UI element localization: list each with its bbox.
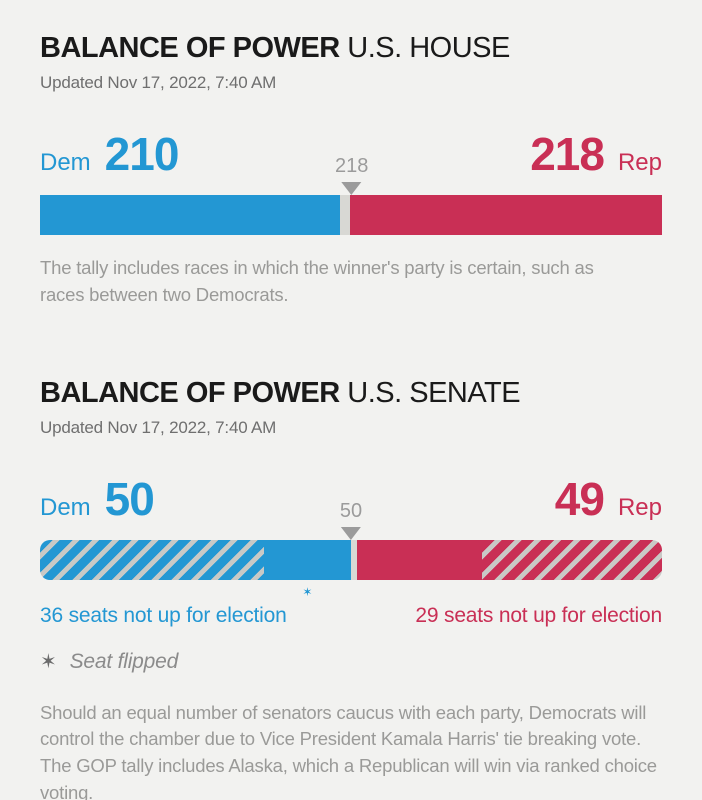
house-title-bold: BALANCE OF POWER [40,32,340,64]
senate-undecided-bar-segment [350,539,358,580]
senate-dem-not-up-segment [40,539,264,580]
house-section: BALANCE OF POWER U.S. HOUSE Updated Nov … [40,32,662,309]
senate-rep-not-up-segment [481,539,662,580]
senate-title-bold: BALANCE OF POWER [40,376,340,409]
senate-updated-timestamp: Updated Nov 17, 2022, 7:40 AM [40,417,277,437]
senate-dem-score: Dem 50 [40,472,155,525]
majority-triangle-icon [341,526,361,540]
house-updated-timestamp: Updated Nov 17, 2022, 7:40 AM [40,73,277,92]
senate-dem-seat-count: 50 [104,472,155,525]
house-bar-zone: Dem 210 218 Rep 218 [40,123,662,235]
senate-section: BALANCE OF POWER U.S. SENATE Updated Nov… [40,377,662,800]
house-majority-value: 218 [335,155,369,177]
senate-rep-seat-count: 49 [554,472,605,525]
house-tally-note: The tally includes races in which the wi… [40,257,594,305]
senate-majority-marker: 50 [340,500,362,540]
senate-dem-elected-segment [263,539,351,580]
seat-flipped-label: Seat flipped [69,649,179,673]
senate-title: BALANCE OF POWER U.S. SENATE [40,377,662,410]
house-dem-score: Dem 210 [40,128,180,180]
majority-triangle-icon [341,182,362,195]
senate-bar-zone: Dem 50 49 Rep 50 ✶ [40,468,662,598]
senate-dem-party-label: Dem [40,493,91,521]
rep-seats-not-up-label: 29 seats not up for election [415,603,662,627]
house-dem-bar-segment [40,195,341,235]
house-dem-seat-count: 210 [104,128,180,180]
house-title: BALANCE OF POWER U.S. HOUSE [40,32,662,65]
senate-seat-labels: 36 seats not up for election 29 seats no… [40,604,662,628]
senate-chamber-label: U.S. SENATE [347,376,521,409]
house-dem-party-label: Dem [40,149,91,176]
house-majority-marker: 218 [335,155,368,195]
dem-seats-not-up-label: 36 seats not up for election [40,603,287,627]
senate-power-bar [40,539,662,580]
house-rep-score: 218 Rep [530,128,662,180]
senate-rep-score: 49 Rep [554,472,662,525]
house-chamber-label: U.S. HOUSE [347,32,510,64]
senate-rep-party-label: Rep [617,493,662,521]
senate-footnote: Should an equal number of senators caucu… [40,701,657,800]
seat-flipped-marker-icon: ✶ [302,584,313,599]
house-undecided-bar-segment [340,195,351,235]
senate-rep-elected-segment [357,539,482,580]
seat-flipped-legend: ✶ Seat flipped [40,650,662,674]
house-rep-seat-count: 218 [530,128,605,180]
seat-flipped-star-icon: ✶ [40,650,57,673]
house-power-bar [40,195,662,235]
senate-majority-value: 50 [339,499,363,522]
house-rep-bar-segment [350,195,662,235]
house-rep-party-label: Rep [617,149,662,176]
